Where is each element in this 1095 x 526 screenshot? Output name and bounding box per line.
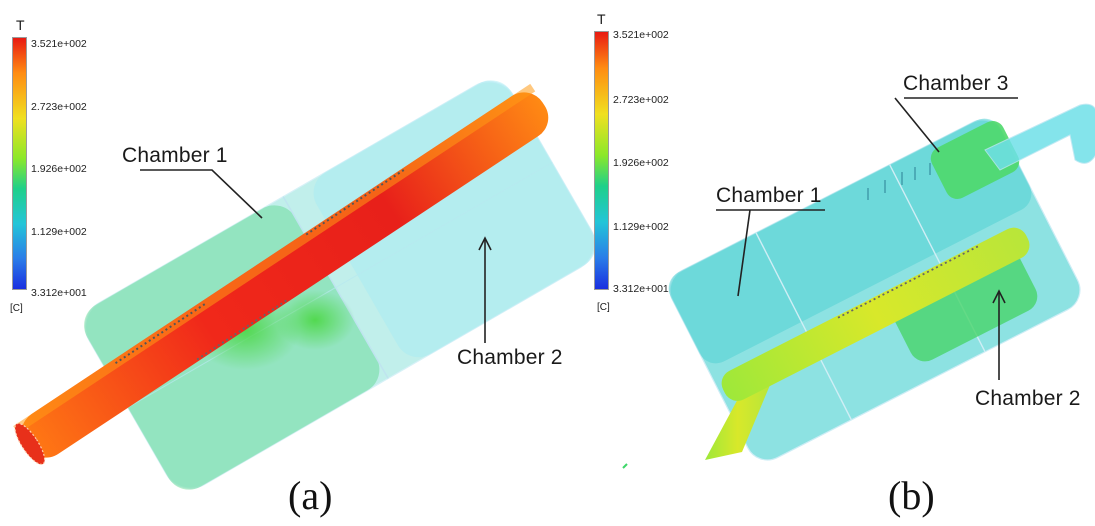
legend-b-tick-3: 1.926e+002 [613, 157, 669, 169]
legend-b-tick-5: 3.312e+001 [613, 283, 669, 295]
legend-a-unit: [C] [10, 303, 23, 314]
pins-b [867, 163, 931, 200]
legend-b-variable: T [597, 11, 606, 27]
legend-a-tick-2: 2.723e+002 [31, 101, 87, 113]
inlet-pipe-stub-b [705, 385, 770, 460]
callout-line-chamber3-b [894, 97, 940, 153]
panel-label-a: (a) [288, 473, 333, 518]
chamber-1-label-b: Chamber 1 [716, 184, 822, 207]
hot-spot-a2 [275, 290, 355, 350]
chamber-3-label-b: Chamber 3 [903, 72, 1009, 95]
legend-b-tick-4: 1.129e+002 [613, 221, 669, 233]
outlet-pipe-b [984, 103, 1095, 171]
panel-label-b: (b) [888, 473, 935, 518]
legend-a-tick-1: 3.521e+002 [31, 38, 87, 50]
panel-b-geometry [622, 97, 1095, 469]
inner-pipe-b [721, 227, 1030, 401]
chamber-2-label-a: Chamber 2 [457, 346, 563, 369]
chamber-1-label-a: Chamber 1 [122, 144, 228, 167]
legend-a-tick-5: 3.312e+001 [31, 287, 87, 299]
perforations-b1 [837, 244, 981, 319]
legend-b-tick-1: 3.521e+002 [613, 29, 669, 41]
callout-line-chamber1-a [140, 169, 263, 219]
legend-b-tick-2: 2.723e+002 [613, 94, 669, 106]
pipe-end-a [14, 422, 46, 465]
panel-a-geometry [13, 80, 596, 490]
perforations-a1 [114, 301, 208, 365]
arrowhead-chamber2-b [992, 289, 1006, 304]
legend-a-colorbar [12, 37, 27, 290]
callout-line-chamber1-b [737, 209, 751, 297]
chamber-3-region-b [930, 121, 1020, 199]
legend-a-variable: T [16, 17, 25, 33]
arrowhead-chamber2-a [478, 236, 492, 251]
chamber-2-region-b [889, 242, 1038, 362]
inlet-pipe-a [21, 92, 549, 458]
legend-a-tick-3: 1.926e+002 [31, 163, 87, 175]
legend-b-unit: [C] [597, 302, 610, 313]
chamber-2-label-b: Chamber 2 [975, 387, 1081, 410]
legend-a-tick-4: 1.129e+002 [31, 226, 87, 238]
legend-b-colorbar [594, 31, 609, 290]
